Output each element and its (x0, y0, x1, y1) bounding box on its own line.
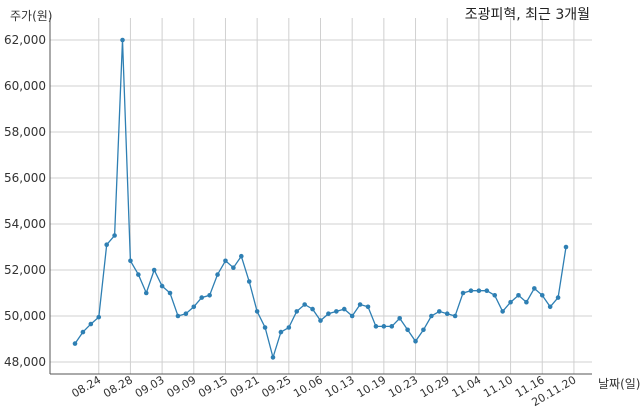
y-axis-title: 주가(원) (10, 9, 53, 23)
data-point (326, 311, 331, 317)
chart-title: 조광피혁, 최근 3개월 (464, 7, 590, 23)
data-point (231, 265, 236, 271)
data-point (405, 327, 410, 333)
x-tick-label: 08.28 (101, 373, 135, 400)
data-point (532, 286, 537, 291)
data-point (397, 316, 402, 321)
data-point (167, 290, 173, 296)
y-tick-label: 52,000 (4, 263, 46, 277)
data-point (175, 313, 181, 319)
y-tick-label: 58,000 (4, 125, 46, 139)
data-point (96, 314, 102, 320)
x-tick-label: 08.24 (69, 373, 103, 400)
data-point (246, 279, 252, 284)
x-tick-label: 11.10 (481, 373, 515, 400)
data-point (207, 293, 212, 298)
x-tick-label: 09.03 (133, 373, 167, 400)
data-point (199, 295, 205, 300)
x-tick-label: 10.19 (355, 373, 389, 400)
data-point (270, 355, 276, 360)
data-point (128, 258, 133, 264)
data-point (191, 304, 197, 310)
data-point (563, 244, 569, 250)
data-point (112, 233, 117, 238)
data-point (436, 309, 442, 314)
data-point (143, 290, 149, 296)
x-tick-label: 10.29 (418, 373, 452, 400)
data-point (223, 258, 228, 264)
data-point (215, 272, 220, 277)
data-point (444, 311, 450, 317)
data-point (318, 318, 323, 323)
data-point (254, 309, 260, 314)
x-tick-label: 10.13 (323, 373, 357, 400)
data-point (294, 309, 300, 314)
data-point (500, 309, 505, 314)
x-tick-label: 11.04 (450, 373, 484, 400)
x-tick-label: 09.21 (228, 373, 262, 400)
data-point (278, 329, 284, 335)
x-tick-label: 10.06 (291, 373, 325, 400)
data-point (302, 302, 307, 307)
y-tick-label: 60,000 (4, 79, 46, 93)
data-point (476, 288, 482, 294)
y-tick-label: 54,000 (4, 217, 46, 231)
data-point (159, 283, 165, 289)
x-axis-title: 날짜(일) (598, 377, 640, 391)
y-tick-label: 62,000 (4, 33, 46, 47)
y-tick-label: 50,000 (4, 309, 46, 323)
data-point (104, 242, 109, 247)
data-point (547, 304, 553, 310)
data-point (555, 295, 561, 300)
data-point (452, 313, 458, 319)
data-point (72, 341, 78, 346)
x-tick-label: 10.23 (386, 373, 420, 400)
data-point (492, 293, 498, 298)
data-point (460, 290, 466, 296)
data-point (136, 272, 141, 277)
data-point (151, 267, 157, 273)
data-point (484, 288, 490, 294)
data-point (524, 299, 529, 305)
data-point (88, 321, 94, 327)
data-point (349, 313, 355, 319)
data-point (357, 302, 363, 307)
data-point (239, 253, 244, 259)
data-point (334, 309, 339, 314)
data-point (365, 304, 371, 310)
data-point (310, 306, 315, 312)
data-point (80, 329, 86, 335)
data-point (373, 324, 379, 329)
data-point (539, 293, 545, 298)
data-point (421, 327, 426, 333)
x-tick-label: 09.15 (196, 373, 230, 400)
y-tick-label: 56,000 (4, 171, 46, 185)
data-point (389, 324, 395, 329)
data-point (508, 299, 513, 305)
data-point (183, 311, 189, 317)
data-point (413, 339, 418, 344)
x-tick-label: 09.25 (260, 373, 294, 400)
data-point (120, 37, 125, 43)
data-point (516, 293, 521, 298)
data-point (341, 306, 347, 312)
data-point (468, 288, 474, 294)
data-point (262, 325, 268, 330)
data-point (286, 325, 292, 330)
y-tick-label: 48,000 (4, 355, 46, 369)
x-tick-label: 09.09 (165, 373, 199, 400)
data-point (381, 324, 387, 329)
data-point (429, 313, 434, 319)
